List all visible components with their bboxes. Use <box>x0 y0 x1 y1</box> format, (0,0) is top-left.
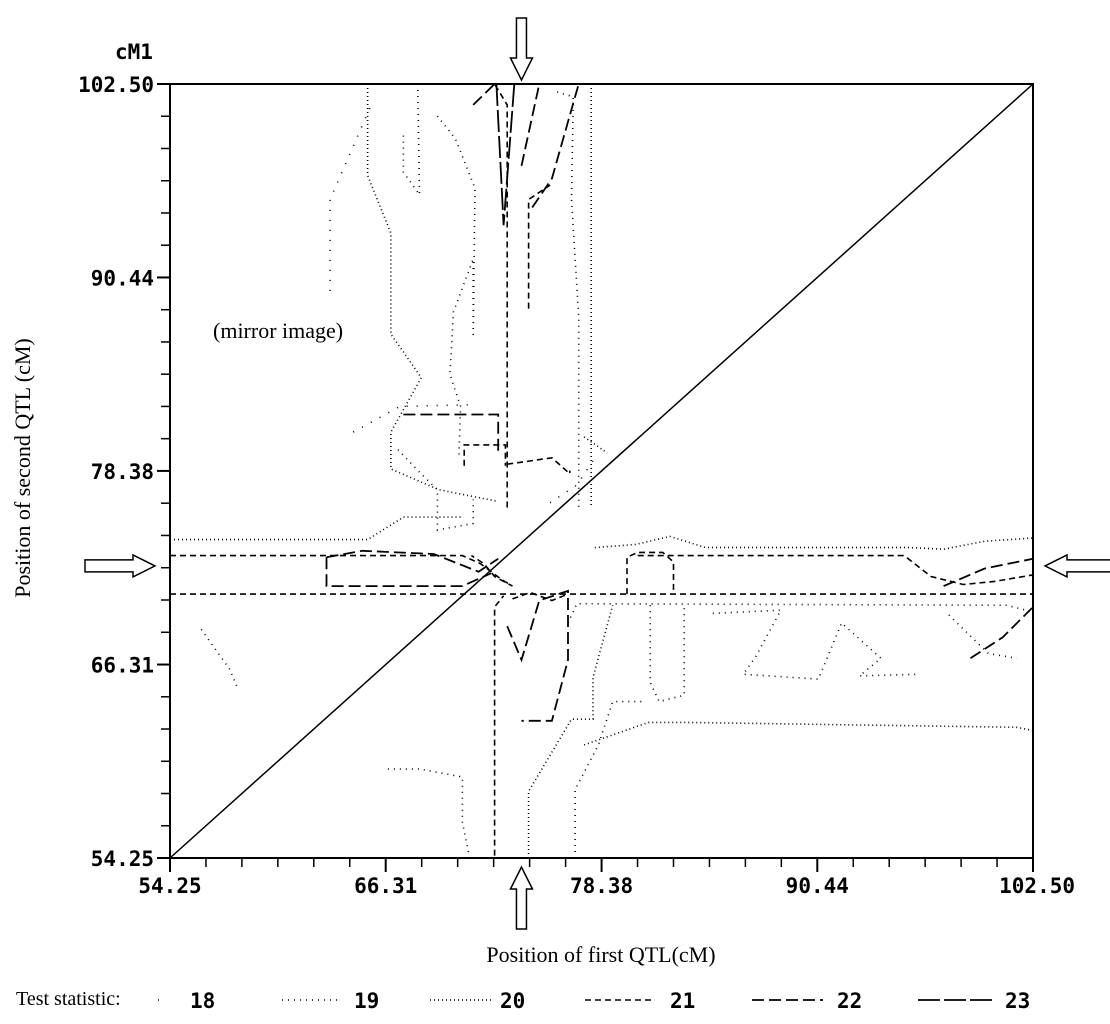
legend-label-20: 20 <box>500 989 525 1013</box>
y-tick-label: 78.38 <box>91 460 154 484</box>
contour-level-21 <box>512 591 569 602</box>
contour-level-19 <box>397 449 475 531</box>
arrow-top <box>509 17 534 82</box>
contour-level-20 <box>594 535 1034 551</box>
y-tick-label: 66.31 <box>91 654 154 678</box>
x-tick-label: 54.25 <box>138 874 201 898</box>
arrow-right <box>1043 553 1110 579</box>
arrow-left <box>84 553 157 579</box>
contour-level-18 <box>352 404 470 433</box>
contour-level-21 <box>170 554 513 587</box>
contour-level-19 <box>402 83 421 198</box>
contour-level-22 <box>472 83 496 106</box>
x-tick-label: 90.44 <box>786 874 849 898</box>
contour-level-21 <box>463 444 507 466</box>
legend-label-18: 18 <box>190 989 215 1013</box>
contour-level-22 <box>531 83 580 209</box>
contour-level-22 <box>326 549 499 573</box>
legend-label-19: 19 <box>354 989 379 1013</box>
x-axis-title: Position of first QTL(cM) <box>486 942 715 967</box>
y-axis-title: Position of second QTL (cM) <box>10 338 35 597</box>
contour-level-21 <box>493 83 509 508</box>
contour-level-22 <box>943 557 1034 587</box>
contour-level-21 <box>507 456 571 476</box>
contour-level-22 <box>325 557 492 587</box>
contour-level-22 <box>506 589 569 722</box>
legend-label-23: 23 <box>1005 989 1030 1013</box>
contour-level-23 <box>495 83 516 226</box>
contour-level-21 <box>493 595 505 856</box>
contour-level-20 <box>170 516 461 541</box>
contour-level-21 <box>626 551 675 595</box>
y-axis-ticks: 54.25 66.31 78.38 90.44 102.50 <box>78 73 170 871</box>
contour-level-19 <box>385 768 471 859</box>
diagonal-line <box>169 83 1034 859</box>
contour-level-19 <box>948 614 1018 660</box>
legend: Test statistic: 18 19 20 21 22 23 <box>16 988 1030 1013</box>
contour-level-19 <box>200 628 238 688</box>
contour-level-20 <box>583 721 1034 746</box>
y-unit-label: cM1 <box>115 40 153 64</box>
contour-level-19 <box>556 91 580 508</box>
contour-level-19 <box>712 609 917 680</box>
contour-level-22 <box>520 83 541 166</box>
contour-level-19 <box>567 602 1034 624</box>
legend-label-21: 21 <box>670 989 695 1013</box>
arrow-bottom <box>509 865 534 930</box>
contour-level-22 <box>403 413 500 455</box>
contour-lines <box>170 83 1034 859</box>
contour-level-20 <box>366 84 497 502</box>
x-tick-label: 78.38 <box>570 874 633 898</box>
legend-label-22: 22 <box>837 989 862 1013</box>
contour-level-21 <box>637 554 1034 586</box>
y-tick-label: 90.44 <box>91 266 154 290</box>
y-tick-label: 102.50 <box>78 73 154 97</box>
legend-title: Test statistic: <box>16 988 121 1010</box>
contour-level-18 <box>329 104 372 291</box>
contour-level-19 <box>574 700 644 858</box>
peak-arrows <box>84 17 1110 930</box>
y-tick-label: 54.25 <box>91 847 154 871</box>
contour-level-20 <box>527 605 614 858</box>
contour-level-18 <box>549 457 596 504</box>
x-axis-ticks: 54.25 66.31 78.38 90.44 102.50 <box>138 858 1075 898</box>
legend-items: 18 19 20 21 22 23 <box>158 989 1030 1013</box>
mirror-image-annotation: (mirror image) <box>213 318 343 343</box>
contour-level-19 <box>436 115 476 457</box>
contour-level-20 <box>583 436 608 454</box>
x-tick-label: 102.50 <box>999 874 1075 898</box>
x-tick-label: 66.31 <box>354 874 417 898</box>
contour-level-21 <box>527 184 551 309</box>
contour-level-22 <box>969 606 1034 660</box>
contour-level-19 <box>649 605 686 703</box>
